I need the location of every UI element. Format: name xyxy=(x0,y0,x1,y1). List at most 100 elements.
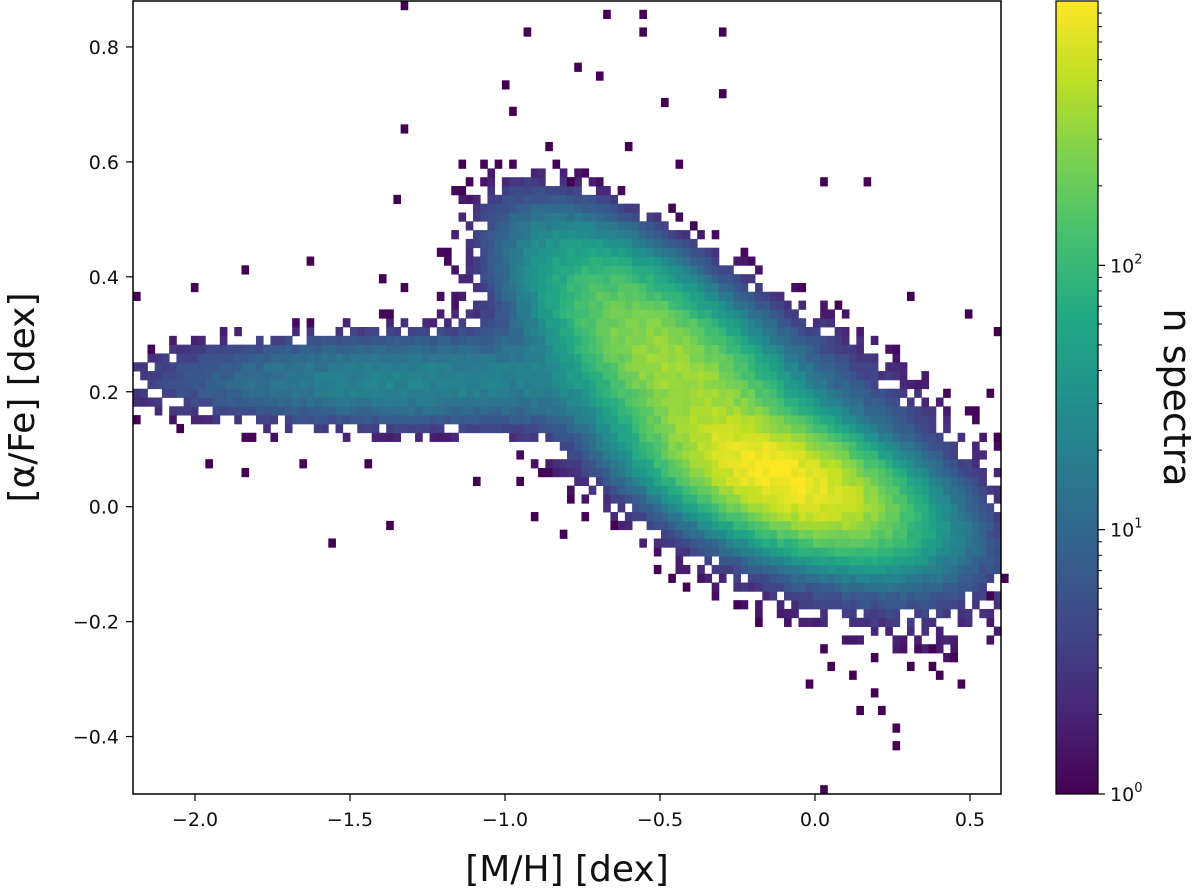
heatmap-cell xyxy=(270,335,279,346)
heatmap-cell xyxy=(689,300,698,310)
heatmap-cell xyxy=(306,371,315,381)
heatmap-cell xyxy=(140,397,148,407)
heatmap-cell xyxy=(791,573,799,583)
heatmap-cell xyxy=(820,335,828,346)
heatmap-cell xyxy=(827,591,836,601)
heatmap-cell xyxy=(892,406,901,416)
heatmap-cell xyxy=(805,335,814,346)
heatmap-cell xyxy=(740,547,749,557)
heatmap-cell xyxy=(487,379,496,390)
heatmap-cell xyxy=(603,476,611,487)
heatmap-cell xyxy=(733,371,741,381)
heatmap-cell xyxy=(921,371,930,381)
heatmap-cell xyxy=(921,600,930,610)
heatmap-cell xyxy=(798,344,807,354)
heatmap-cell xyxy=(668,441,676,451)
heatmap-cell xyxy=(856,635,864,645)
heatmap-cell xyxy=(697,247,705,257)
heatmap-cell xyxy=(190,415,199,425)
heatmap-cell xyxy=(769,582,778,592)
heatmap-cell xyxy=(834,371,843,381)
heatmap-cell xyxy=(610,423,619,434)
heatmap-cell xyxy=(747,450,756,460)
heatmap-cell xyxy=(914,644,922,654)
heatmap-cell xyxy=(979,520,987,531)
heatmap-cell xyxy=(198,415,206,425)
heatmap-cell xyxy=(784,459,792,469)
heatmap-cell xyxy=(595,291,604,301)
heatmap-cell xyxy=(827,459,836,469)
heatmap-cell xyxy=(574,318,582,328)
heatmap-cell xyxy=(755,379,763,390)
heatmap-cell xyxy=(661,459,669,469)
heatmap-cell xyxy=(812,327,821,337)
heatmap-cell xyxy=(856,397,864,407)
heatmap-cell xyxy=(972,512,980,522)
heatmap-cell xyxy=(610,300,619,310)
heatmap-cell xyxy=(834,450,843,460)
heatmap-cell xyxy=(480,371,488,381)
heatmap-cell xyxy=(964,459,973,469)
heatmap-cell xyxy=(523,291,532,301)
heatmap-cell xyxy=(726,485,734,495)
heatmap-cell xyxy=(827,335,836,346)
heatmap-cell xyxy=(689,547,698,557)
heatmap-cell xyxy=(632,309,640,319)
heatmap-cell xyxy=(530,238,539,249)
heatmap-cell xyxy=(632,282,640,293)
heatmap-cell xyxy=(451,388,459,398)
heatmap-cell xyxy=(791,371,799,381)
heatmap-cell xyxy=(400,415,409,425)
heatmap-cell xyxy=(646,441,655,451)
heatmap-cell xyxy=(870,432,879,442)
heatmap-cell xyxy=(639,371,647,381)
heatmap-cell xyxy=(718,274,727,284)
heatmap-cell xyxy=(624,397,633,407)
heatmap-cell xyxy=(501,230,510,240)
heatmap-cell xyxy=(559,265,568,275)
heatmap-cell xyxy=(538,238,546,249)
heatmap-cell xyxy=(501,353,510,363)
heatmap-cell xyxy=(820,467,828,478)
heatmap-cell xyxy=(494,371,503,381)
heatmap-cell xyxy=(595,388,604,398)
heatmap-cell xyxy=(574,371,582,381)
heatmap-cell xyxy=(711,230,720,240)
heatmap-cell xyxy=(234,362,242,372)
heatmap-cell xyxy=(487,388,496,398)
heatmap-cell xyxy=(552,194,561,205)
heatmap-cell xyxy=(689,362,698,372)
heatmap-cell xyxy=(169,388,177,398)
heatmap-cell xyxy=(943,520,951,531)
heatmap-cell xyxy=(914,512,922,522)
heatmap-cell xyxy=(762,467,770,478)
heatmap-cell xyxy=(501,291,510,301)
heatmap-cell xyxy=(176,362,185,372)
heatmap-cell xyxy=(892,344,901,354)
heatmap-cell xyxy=(841,327,850,337)
heatmap-cell xyxy=(856,705,864,716)
heatmap-cell xyxy=(509,327,517,337)
heatmap-cell xyxy=(899,520,908,531)
heatmap-cell xyxy=(465,415,474,425)
heatmap-cell xyxy=(610,388,619,398)
heatmap-cell xyxy=(538,221,546,231)
heatmap-cell xyxy=(321,362,329,372)
heatmap-cell xyxy=(588,423,597,434)
heatmap-cell xyxy=(523,415,532,425)
heatmap-cell xyxy=(682,300,691,310)
heatmap-cell xyxy=(516,265,524,275)
heatmap-cell xyxy=(906,291,915,301)
heatmap-cell xyxy=(668,406,676,416)
heatmap-cell xyxy=(769,371,778,381)
heatmap-cell xyxy=(892,741,901,751)
heatmap-cell xyxy=(523,379,532,390)
heatmap-cell xyxy=(856,617,864,627)
heatmap-cell xyxy=(856,485,864,495)
heatmap-cell xyxy=(639,415,647,425)
heatmap-cell xyxy=(661,520,669,531)
heatmap-cell xyxy=(588,194,597,205)
heatmap-cell xyxy=(798,282,807,293)
heatmap-cell xyxy=(545,309,553,319)
heatmap-cell xyxy=(480,159,488,169)
